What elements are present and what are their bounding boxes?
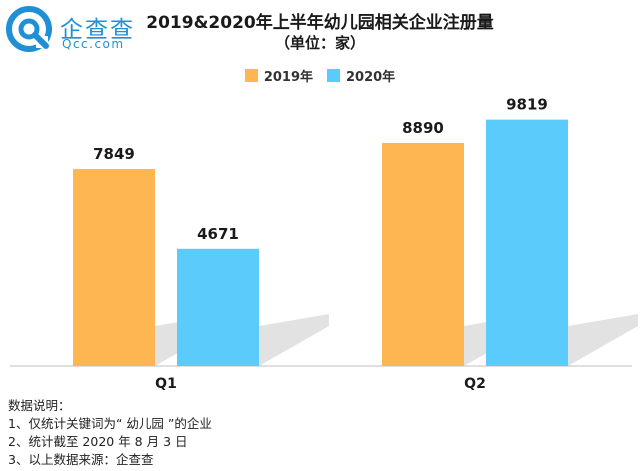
bar-shadow bbox=[568, 314, 638, 366]
chart-title: 2019&2020年上半年幼儿园相关企业注册量 bbox=[146, 13, 494, 33]
bar-q1-2019 bbox=[73, 169, 155, 366]
x-tick-label: Q2 bbox=[464, 376, 486, 392]
legend-label-2019: 2019年 bbox=[263, 70, 313, 85]
legend-item-2019: 2019年 bbox=[244, 66, 313, 85]
bar-chart: 7849 4671 Q1 8890 9819 Q2 bbox=[10, 96, 638, 392]
legend-swatch-2019 bbox=[244, 69, 258, 82]
bar-q1-2020 bbox=[177, 248, 259, 366]
legend-item-2020: 2020年 bbox=[327, 66, 395, 85]
legend-swatch-2020 bbox=[327, 69, 340, 82]
bar-q2-2019 bbox=[382, 142, 464, 366]
data-label: 8890 bbox=[402, 119, 444, 137]
logo-name: 企查查 bbox=[60, 17, 135, 43]
data-label: 9819 bbox=[506, 96, 548, 114]
notes-heading: 数据说明： bbox=[8, 398, 71, 413]
qcc-logo-icon bbox=[6, 6, 52, 52]
legend: 2019年 2020年 bbox=[0, 66, 640, 85]
logo-domain: Qcc.com bbox=[62, 37, 125, 51]
note-line-3: 3、以上数据来源：企查查 bbox=[8, 452, 154, 467]
bar-q2-2020 bbox=[486, 119, 568, 367]
bar-shadow bbox=[259, 314, 329, 366]
legend-label-2020: 2020年 bbox=[346, 70, 396, 85]
note-line-2: 2、统计截至 2020 年 8 月 3 日 bbox=[8, 434, 188, 449]
data-label: 7849 bbox=[93, 145, 135, 163]
chart-subtitle: （单位：家） bbox=[274, 34, 365, 52]
x-tick-label: Q1 bbox=[155, 376, 177, 392]
note-line-1: 1、仅统计关键词为“ 幼儿园 ”的企业 bbox=[8, 416, 212, 431]
data-notes: 数据说明： 1、仅统计关键词为“ 幼儿园 ”的企业 2、统计截至 2020 年 … bbox=[8, 397, 212, 469]
logo: 企查查 Qcc.com bbox=[6, 6, 156, 52]
data-label: 4671 bbox=[197, 225, 239, 243]
